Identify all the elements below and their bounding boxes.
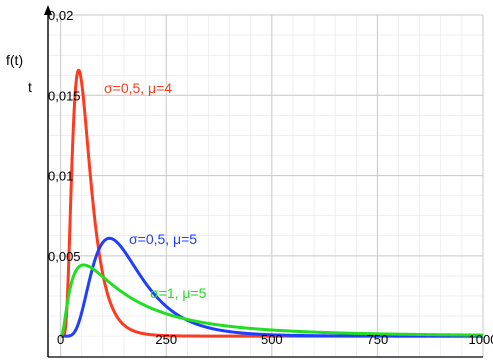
- x-tick-label: 0: [57, 332, 64, 347]
- series-label: σ=1, μ=5: [150, 285, 207, 301]
- x-tick-label: 750: [367, 332, 389, 347]
- y-tick-label: 0,015: [48, 88, 81, 103]
- curves: [59, 68, 484, 338]
- x-tick-label: 500: [261, 332, 283, 347]
- x-tick-label: 250: [155, 332, 177, 347]
- series-label: σ=0,5, μ=4: [104, 80, 172, 96]
- series-label: σ=0,5, μ=5: [129, 231, 197, 247]
- y-tick-label: 0,02: [48, 8, 73, 23]
- y-axis-arrow: [44, 5, 52, 15]
- y-tick-label: 0,005: [48, 249, 81, 264]
- grid: [48, 14, 484, 357]
- series-line: [59, 263, 484, 338]
- series-line: [59, 236, 484, 338]
- y-axis-label: f(t): [6, 52, 23, 68]
- axes: [44, 5, 483, 358]
- y-tick-label: 0,01: [48, 169, 73, 184]
- x-axis-label: t: [28, 79, 32, 95]
- series-labels: σ=0,5, μ=4 σ=0,5, μ=5 σ=1, μ=5: [104, 80, 207, 301]
